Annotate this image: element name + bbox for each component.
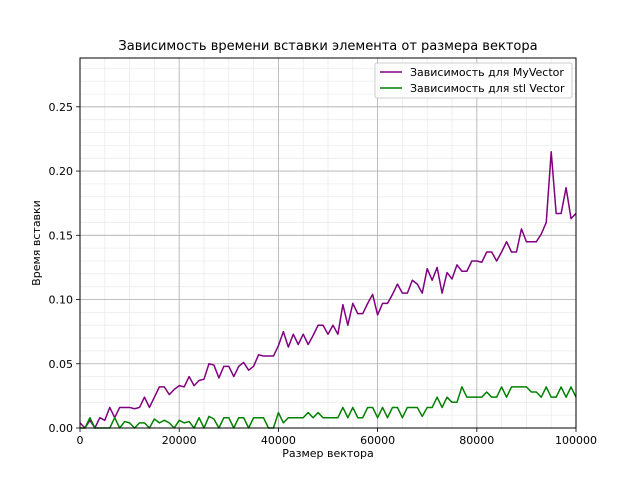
x-axis: 0 20000 40000 60000 80000 100000: [77, 428, 597, 447]
legend-box: [374, 62, 573, 99]
y-tick-label: 0.15: [49, 229, 74, 242]
y-tick-label: 0.00: [49, 422, 74, 435]
y-tick-label: 0.25: [49, 101, 74, 114]
x-axis-label: Размер вектора: [282, 447, 374, 460]
x-tick-label: 100000: [555, 434, 597, 447]
series-line-1: [79, 151, 577, 429]
x-tick-label: 0: [77, 434, 84, 447]
y-tick-label: 0.20: [49, 165, 74, 178]
x-tick-label: 20000: [162, 434, 197, 447]
x-tick-label: 60000: [360, 434, 395, 447]
legend: Зависимость для MyVector Зависимость для …: [374, 62, 573, 99]
legend-label-2: Зависимость для stl Vector: [410, 82, 565, 95]
y-axis-label: Время вставки: [30, 200, 43, 286]
minor-grid: [79, 58, 577, 429]
y-axis: 0.00 0.05 0.10 0.15 0.20 0.25: [49, 101, 80, 435]
series-layer: [79, 151, 577, 429]
legend-label-1: Зависимость для MyVector: [410, 66, 564, 79]
series-line-2: [80, 386, 577, 429]
chart-title: Зависимость времени вставки элемента от …: [118, 39, 537, 54]
x-tick-label: 80000: [459, 434, 494, 447]
plot-frame: [79, 57, 577, 429]
y-tick-label: 0.10: [49, 294, 74, 307]
x-tick-label: 40000: [261, 434, 296, 447]
y-tick-label: 0.05: [49, 358, 74, 371]
